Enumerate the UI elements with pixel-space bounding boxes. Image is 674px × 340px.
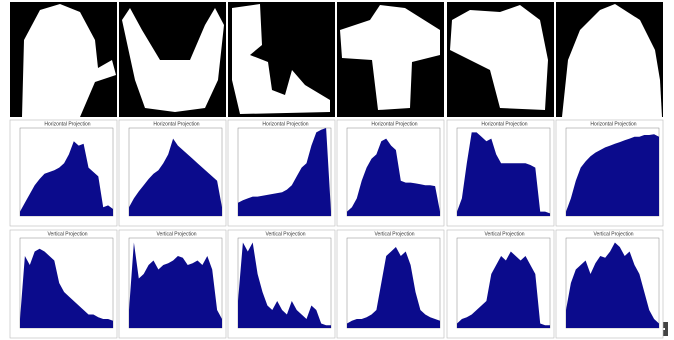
chart-title: Vertical Projection <box>47 231 87 237</box>
figure: Horizontal Projection Horizontal Projecti… <box>0 0 674 340</box>
chart-title: Vertical Projection <box>156 231 196 237</box>
chart-title: Horizontal Projection <box>481 121 527 127</box>
chart-title: Vertical Projection <box>484 231 524 237</box>
chart-title: Vertical Projection <box>374 231 414 237</box>
chart-title: Horizontal Projection <box>371 121 417 127</box>
chart-title: Horizontal Projection <box>262 121 308 127</box>
chart-title: Vertical Projection <box>265 231 305 237</box>
page: {"chart_data": [ {"type": "area", "title… <box>0 0 674 340</box>
chart-title: Vertical Projection <box>593 231 633 237</box>
silhouettes <box>10 2 663 117</box>
chart-title: Horizontal Projection <box>44 121 90 127</box>
chart-title: Horizontal Projection <box>590 121 636 127</box>
chart-title: Horizontal Projection <box>153 121 199 127</box>
